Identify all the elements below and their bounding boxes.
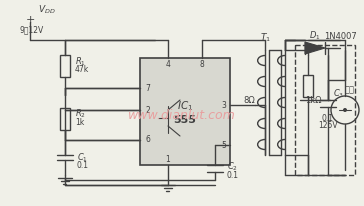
Text: 4: 4 [166,60,170,69]
Circle shape [343,108,347,112]
Bar [295,45,355,175]
Text: $C_2$: $C_2$ [227,161,238,173]
Text: www.dianlut.com: www.dianlut.com [128,109,236,122]
Text: 0.1: 0.1 [227,171,239,179]
Text: 125V: 125V [318,122,338,130]
Text: $C_3$: $C_3$ [333,88,344,100]
Text: 47k: 47k [75,66,89,75]
Text: 1k: 1k [75,117,84,126]
Bar [60,55,70,77]
Text: 1: 1 [166,154,170,164]
Text: 7: 7 [146,83,150,92]
Text: $C_1$: $C_1$ [77,152,88,164]
Text: 9～12V: 9～12V [20,26,44,34]
Polygon shape [305,42,325,54]
Text: 0.1: 0.1 [77,162,89,171]
Text: +: + [25,15,35,25]
Text: $V_{DD}$: $V_{DD}$ [38,4,56,16]
Text: 5: 5 [222,140,226,150]
Bar [60,108,70,130]
Text: $D_1$: $D_1$ [309,30,321,42]
Text: 氙泡: 氙泡 [345,85,355,95]
Text: 1kΩ: 1kΩ [305,96,321,104]
Text: 8: 8 [199,60,204,69]
Text: $IC_1$: $IC_1$ [177,99,193,113]
Text: $T_1$: $T_1$ [260,32,270,44]
Text: 2: 2 [146,105,150,115]
Text: 0.1: 0.1 [322,114,334,123]
Text: 1N4007: 1N4007 [324,32,356,41]
Text: 8Ω: 8Ω [243,96,255,104]
Text: 555: 555 [174,115,197,124]
Text: 6: 6 [146,136,150,144]
Text: 3: 3 [222,101,226,110]
Bar [303,75,313,97]
Bar [140,58,230,165]
Text: $R_1$: $R_1$ [75,56,86,68]
Text: $R_2$: $R_2$ [75,108,86,120]
